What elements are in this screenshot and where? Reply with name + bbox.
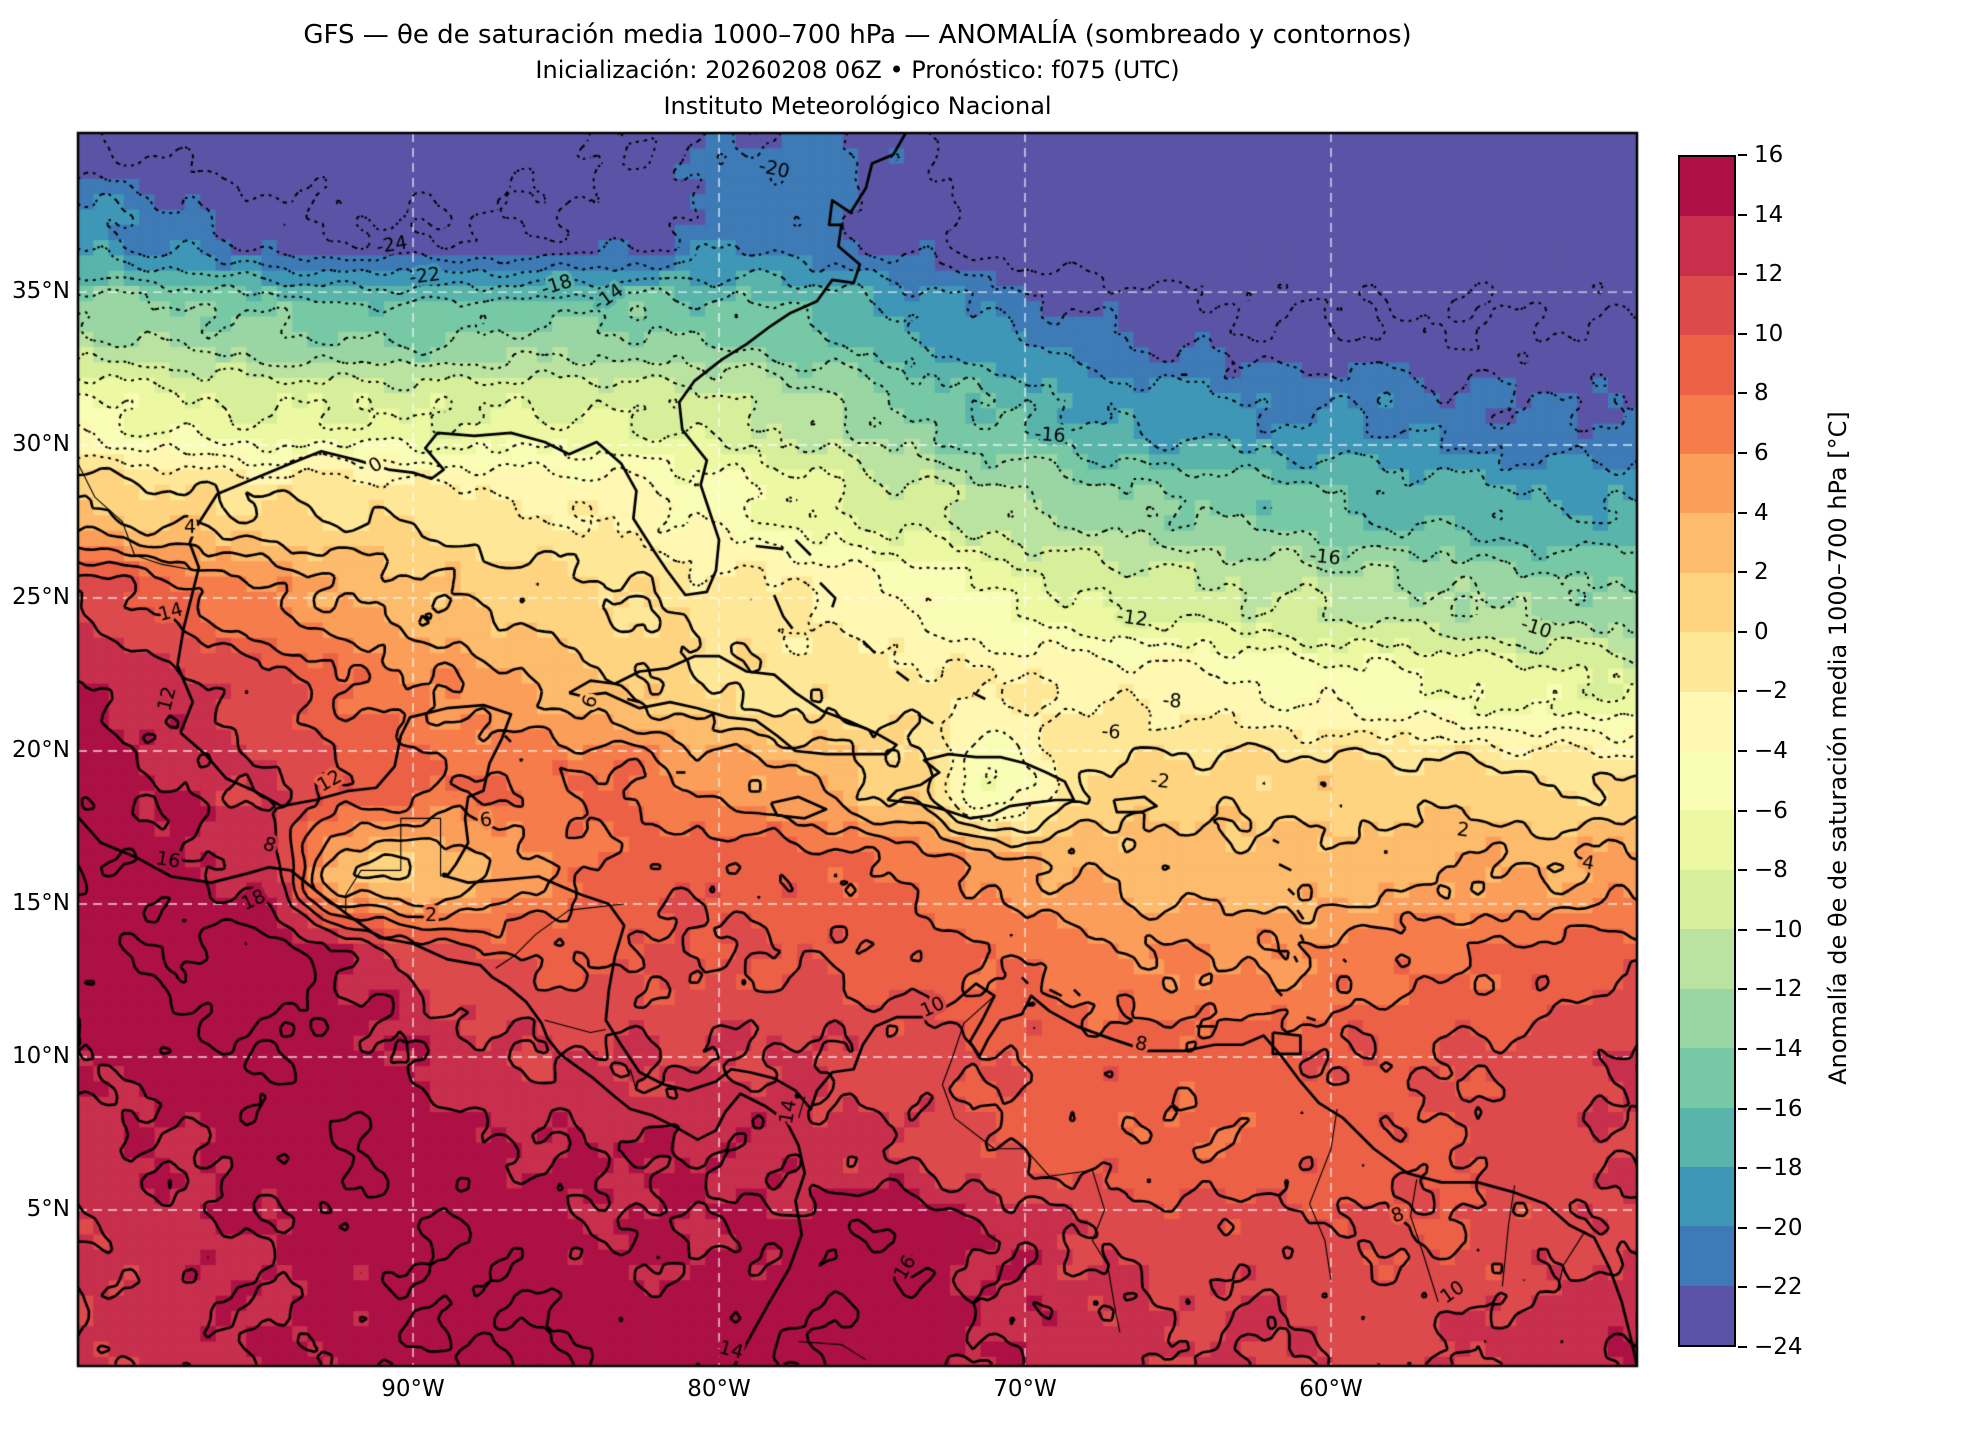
colorbar-tick-label: −24: [1754, 1334, 1803, 1360]
colorbar-tick-label: 14: [1754, 201, 1784, 228]
x-axis-tick-label: 80°W: [687, 1376, 751, 1402]
colorbar-segment: [1680, 1166, 1734, 1227]
colorbar-segment: [1680, 810, 1734, 870]
colorbar-tick: [1738, 452, 1747, 454]
colorbar-segment: [1680, 1226, 1734, 1286]
colorbar-tick: [1738, 392, 1747, 395]
colorbar-tick-label: −2: [1754, 678, 1788, 705]
colorbar-tick-label: 12: [1754, 261, 1784, 288]
colorbar-segment: [1680, 513, 1734, 573]
colorbar-segment: [1680, 335, 1734, 395]
colorbar-tick-label: −4: [1754, 738, 1788, 764]
colorbar-tick: [1738, 928, 1747, 931]
colorbar-segment: [1680, 751, 1734, 811]
colorbar-tick-label: 8: [1754, 380, 1769, 407]
colorbar-segment: [1680, 394, 1734, 455]
colorbar-area: 16 14 12 10 8 6 4 2 0 −2 −4 −6 −8 −10 −12 −14 −16 −18 −20 −…: [1678, 142, 1978, 1360]
colorbar-segment: [1680, 572, 1734, 633]
colorbar-tick: [1738, 213, 1747, 216]
colorbar-segment: [1680, 1285, 1734, 1346]
colorbar-tick: [1738, 869, 1747, 872]
colorbar-tick: [1738, 1167, 1747, 1170]
colorbar-tick: [1738, 1286, 1747, 1289]
colorbar-segment: [1680, 691, 1734, 752]
colorbar-tick-label: −8: [1754, 857, 1788, 884]
colorbar-tick-label: 2: [1754, 559, 1769, 586]
colorbar-tick: [1738, 1107, 1747, 1110]
colorbar-segment: [1680, 1048, 1734, 1108]
colorbar-tick-label: 6: [1754, 440, 1769, 466]
colorbar-tick-label: −12: [1754, 976, 1803, 1003]
colorbar-tick: [1738, 690, 1747, 693]
colorbar-segment: [1680, 869, 1734, 930]
colorbar-tick-label: −10: [1754, 916, 1803, 943]
colorbar-segment: [1680, 275, 1734, 336]
colorbar-segment: [1680, 929, 1734, 989]
colorbar-tick-label: −18: [1754, 1155, 1803, 1182]
colorbar: [1678, 155, 1736, 1347]
colorbar-tick-label: 4: [1754, 499, 1769, 526]
colorbar-tick: [1738, 809, 1747, 812]
colorbar-tick: [1738, 511, 1747, 514]
page-subtitle-institution: Instituto Meteorológico Nacional: [663, 92, 1052, 120]
y-axis-tick-label: 10°N: [12, 1042, 70, 1069]
colorbar-tick: [1738, 1346, 1747, 1348]
y-axis-tick-label: 5°N: [26, 1195, 70, 1222]
colorbar-tick: [1738, 332, 1747, 335]
colorbar-axis-label: Anomalía de θe de saturación media 1000–…: [1824, 411, 1852, 1085]
colorbar-tick: [1738, 630, 1747, 633]
colorbar-segment: [1680, 988, 1734, 1049]
y-axis-tick-label: 20°N: [12, 737, 70, 764]
colorbar-tick-label: 0: [1754, 618, 1769, 645]
page-title: GFS — θe de saturación media 1000–700 hP…: [303, 20, 1412, 50]
y-axis-tick-label: 30°N: [12, 431, 70, 458]
x-axis-tick-label: 70°W: [993, 1376, 1057, 1402]
colorbar-tick-label: −22: [1754, 1274, 1803, 1301]
x-axis-tick-label: 90°W: [381, 1376, 445, 1402]
colorbar-tick-label: 10: [1754, 320, 1784, 347]
colorbar-tick-label: −6: [1754, 797, 1788, 824]
colorbar-segment: [1680, 1107, 1734, 1167]
colorbar-segment: [1680, 632, 1734, 692]
colorbar-tick: [1738, 571, 1747, 574]
colorbar-tick: [1738, 273, 1747, 276]
colorbar-tick-label: −16: [1754, 1095, 1803, 1122]
y-axis-tick-label: 35°N: [12, 278, 70, 305]
colorbar-segment: [1680, 454, 1734, 514]
colorbar-tick: [1738, 988, 1747, 991]
colorbar-tick: [1738, 1226, 1747, 1229]
x-axis-tick-label: 60°W: [1299, 1376, 1363, 1402]
y-axis-tick-label: 15°N: [12, 890, 70, 916]
colorbar-tick-label: 16: [1754, 142, 1784, 168]
colorbar-tick: [1738, 1048, 1747, 1050]
colorbar-tick-label: −20: [1754, 1214, 1803, 1241]
colorbar-segment: [1680, 216, 1734, 276]
colorbar-tick: [1738, 154, 1747, 156]
colorbar-segment: [1680, 157, 1734, 217]
colorbar-tick-label: −14: [1754, 1036, 1803, 1062]
y-axis-tick-label: 25°N: [12, 584, 70, 611]
page-subtitle-init-forecast: Inicialización: 20260208 06Z • Pronóstic…: [535, 56, 1180, 84]
colorbar-tick: [1738, 750, 1747, 752]
